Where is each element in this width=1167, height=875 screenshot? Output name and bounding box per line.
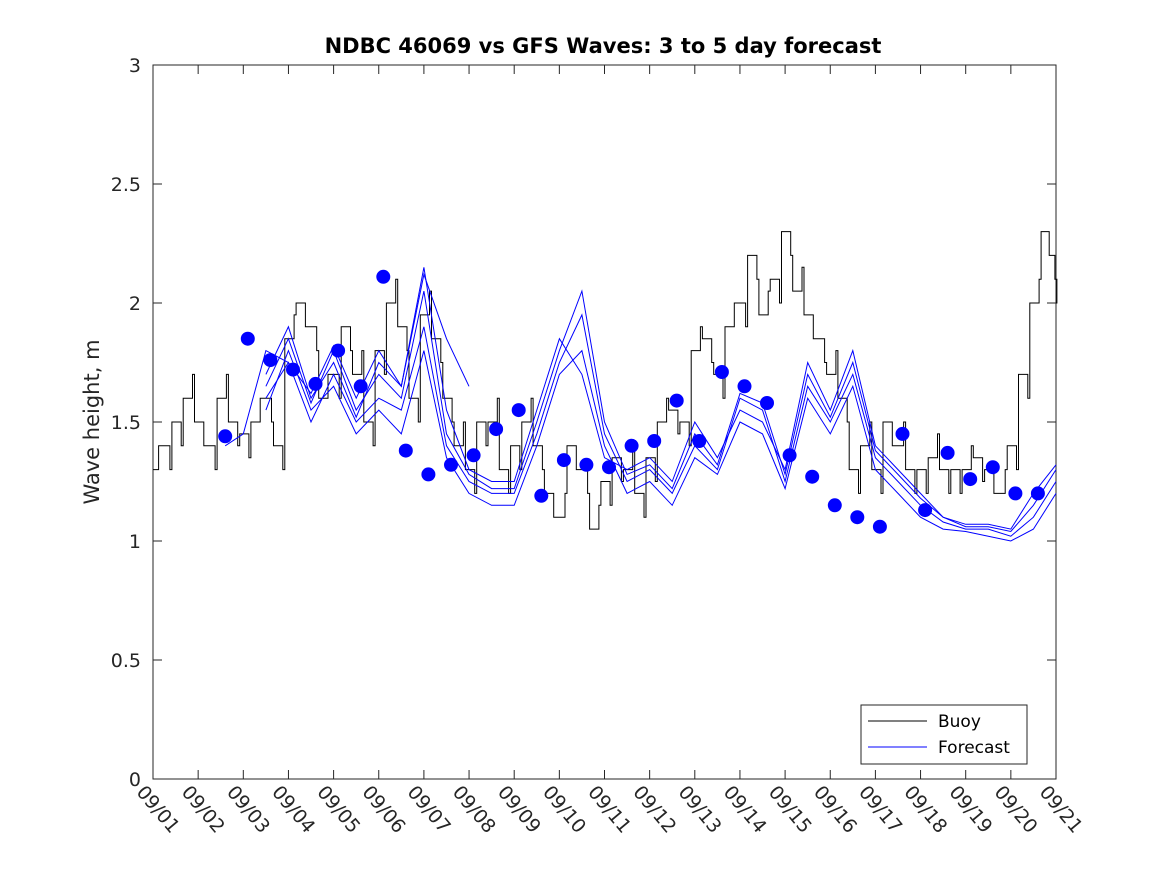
x-tick-label: 09/09 <box>493 782 545 838</box>
legend: Buoy Forecast <box>860 704 1028 765</box>
x-tick-label: 09/14 <box>719 782 771 838</box>
x-tick-label: 09/13 <box>674 782 726 838</box>
x-tick-label: 09/01 <box>132 782 184 838</box>
forecast-series-line <box>224 272 470 447</box>
y-tick-label: 0 <box>129 769 141 791</box>
forecast-marker <box>850 510 865 525</box>
forecast-marker <box>556 453 571 468</box>
forecast-marker <box>489 422 504 437</box>
forecast-marker <box>963 472 978 487</box>
x-tick-label: 09/12 <box>628 782 680 838</box>
forecast-marker <box>985 460 1000 475</box>
x-tick-label: 09/08 <box>448 782 500 838</box>
x-tick-label: 09/06 <box>358 782 410 838</box>
chart-title: NDBC 46069 vs GFS Waves: 3 to 5 day fore… <box>325 34 882 58</box>
legend-box <box>860 704 1028 765</box>
y-tick-label: 3 <box>129 55 141 77</box>
x-tick-label: 09/10 <box>538 782 590 838</box>
forecast-marker <box>466 448 481 463</box>
x-tick-label: 09/17 <box>854 782 906 838</box>
y-tick-label: 1 <box>129 531 141 553</box>
forecast-marker <box>647 434 662 448</box>
forecast-marker <box>534 488 549 503</box>
y-axis-label: Wave height, m <box>80 339 104 504</box>
forecast-marker <box>918 503 933 518</box>
buoy-series-line <box>153 231 1058 530</box>
y-tick-label: 0.5 <box>111 650 141 672</box>
forecast-marker <box>805 469 820 484</box>
forecast-marker <box>737 379 752 394</box>
forecast-marker <box>760 396 774 410</box>
forecast-marker <box>308 376 323 391</box>
forecast-marker <box>511 403 526 418</box>
forecast-series-line <box>265 349 1057 542</box>
forecast-marker <box>782 448 797 463</box>
forecast-marker <box>263 353 278 368</box>
y-tick-label: 2 <box>129 293 141 315</box>
x-tick-label: 09/04 <box>267 782 319 838</box>
forecast-series-line <box>265 267 1057 530</box>
forecast-marker <box>1030 486 1045 501</box>
forecast-marker <box>624 438 639 453</box>
forecast-series-line <box>265 289 1057 533</box>
x-tick-label: 09/03 <box>222 782 274 838</box>
y-tick-label: 1.5 <box>111 412 141 434</box>
y-tick-label: 2.5 <box>111 174 141 196</box>
forecast-marker <box>579 457 594 472</box>
x-tick-label: 09/21 <box>1035 782 1087 838</box>
legend-buoy-label: Buoy <box>938 712 981 732</box>
forecast-marker <box>331 343 346 358</box>
forecast-marker <box>218 429 233 444</box>
x-tick-label: 09/20 <box>990 782 1042 838</box>
x-tick-label: 09/18 <box>899 782 951 838</box>
x-tick-label: 09/16 <box>809 782 861 838</box>
forecast-series-line <box>265 313 1057 537</box>
forecast-marker <box>872 519 887 534</box>
x-tick-label: 09/05 <box>312 782 364 838</box>
forecast-marker <box>602 460 616 475</box>
y-ticks: 0 0.5 1 1.5 2 2.5 3 <box>111 55 1056 791</box>
forecast-marker <box>240 331 255 346</box>
x-tick-label: 09/07 <box>403 782 455 838</box>
x-tick-label: 09/19 <box>945 782 997 838</box>
forecast-marker <box>444 457 458 472</box>
x-tick-label: 09/11 <box>583 782 635 838</box>
series-layer <box>153 231 1058 542</box>
forecast-marker <box>353 379 368 394</box>
forecast-marker <box>286 362 300 377</box>
forecast-marker <box>940 445 955 460</box>
x-tick-label: 09/02 <box>177 782 229 838</box>
forecast-marker <box>669 393 684 408</box>
forecast-marker <box>1008 486 1023 501</box>
x-tick-label: 09/15 <box>764 782 816 838</box>
forecast-marker <box>714 365 729 379</box>
forecast-marker <box>376 269 391 284</box>
forecast-marker <box>692 434 707 448</box>
forecast-marker <box>421 467 436 482</box>
legend-forecast-label: Forecast <box>938 738 1010 758</box>
forecast-marker <box>398 443 413 458</box>
forecast-marker <box>895 426 910 441</box>
forecast-marker <box>827 498 842 513</box>
